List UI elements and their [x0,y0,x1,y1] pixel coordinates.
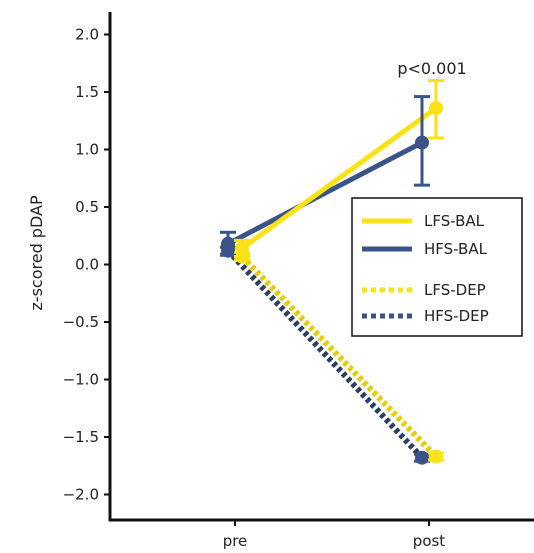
legend-label-lfs-bal: LFS-BAL [424,212,485,230]
y-tick-label: 2.0 [75,26,99,44]
y-tick-label: 1.5 [75,83,99,101]
significance-annotation: p<0.001 [397,59,466,78]
data-point-hfs-dep-post [415,450,429,465]
y-tick-label: −2.0 [63,486,99,504]
legend: LFS-BAL HFS-BAL LFS-DEP HFS-DEP [351,197,523,337]
y-tick-label: −0.5 [63,313,99,331]
series-layer [225,105,439,460]
data-point-lfs-bal-pre [235,241,249,256]
y-tick-label: 1.0 [75,141,99,159]
markers-layer [220,79,444,465]
annotation-layer: p<0.001 [397,59,466,78]
data-point-lfs-bal-post [429,101,443,116]
axes: −2.0 −1.5 −1.0 −0.5 0.0 0.5 1.0 1.5 2.0 pre post z-… [27,12,534,550]
x-tick-label: post [413,532,446,550]
y-tick-label: 0.0 [75,256,99,274]
legend-label-lfs-dep: LFS-DEP [424,281,486,299]
series-line-hfs-dep [225,248,425,460]
series-line-hfs-bal [225,140,425,247]
data-point-lfs-dep-post [429,449,443,464]
legend-label-hfs-dep: HFS-DEP [424,307,489,325]
y-tick-label: −1.0 [63,371,99,389]
data-point-hfs-bal-pre [221,236,235,251]
legend-label-hfs-bal: HFS-BAL [424,240,488,258]
x-tick-label: pre [223,532,248,550]
series-line-lfs-dep [239,254,439,459]
y-tick-label: −1.5 [63,428,99,446]
series-line-lfs-bal [239,105,439,251]
y-axis-title: z-scored pDAP [27,195,46,311]
data-point-hfs-bal-post [415,135,429,150]
y-tick-label: 0.5 [75,198,99,216]
